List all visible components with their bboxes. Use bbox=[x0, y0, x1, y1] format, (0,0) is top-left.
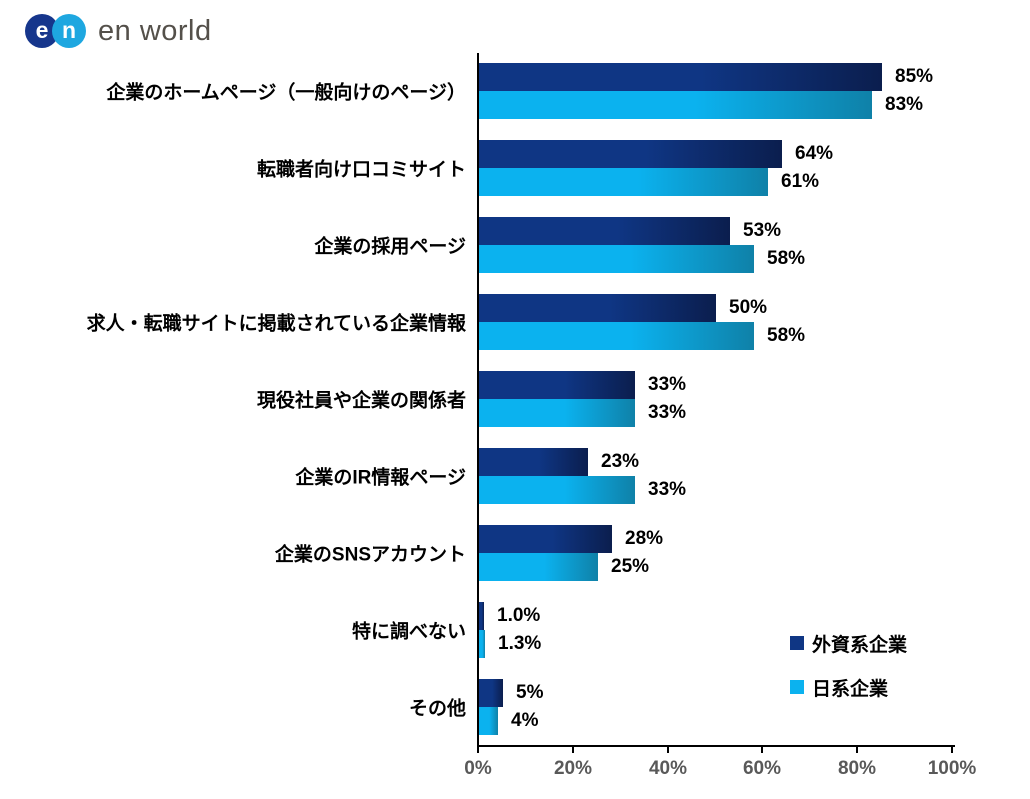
y-axis bbox=[477, 53, 479, 747]
value-label-foreign: 64% bbox=[795, 143, 834, 164]
value-label-japanese: 33% bbox=[648, 402, 687, 423]
bar-foreign-company bbox=[479, 371, 635, 399]
value-label-japanese: 4% bbox=[511, 710, 539, 731]
value-label-foreign: 5% bbox=[516, 682, 544, 703]
bar-japanese-company bbox=[479, 322, 754, 350]
bar-japanese-company bbox=[479, 476, 635, 504]
value-label-foreign: 85% bbox=[895, 66, 934, 87]
x-tick-mark bbox=[761, 747, 763, 753]
category-label: 企業のホームページ（一般向けのページ） bbox=[106, 82, 466, 104]
legend-label-japanese: 日系企業 bbox=[812, 678, 889, 700]
bar-foreign-company bbox=[479, 602, 484, 630]
bar-foreign-company bbox=[479, 140, 782, 168]
x-tick-label: 100% bbox=[927, 758, 977, 779]
value-label-foreign: 50% bbox=[729, 297, 768, 318]
value-label-japanese: 83% bbox=[885, 94, 924, 115]
x-tick-label: 40% bbox=[648, 758, 688, 779]
bar-foreign-company bbox=[479, 679, 503, 707]
value-label-japanese: 61% bbox=[781, 171, 820, 192]
x-tick-label: 20% bbox=[553, 758, 593, 779]
category-label: 企業の採用ページ bbox=[314, 236, 466, 258]
category-label: 企業のSNSアカウント bbox=[274, 544, 466, 566]
bar-foreign-company bbox=[479, 448, 588, 476]
bar-foreign-company bbox=[479, 525, 612, 553]
value-label-foreign: 53% bbox=[743, 220, 782, 241]
category-label: 転職者向け口コミサイト bbox=[256, 159, 466, 181]
bar-japanese-company bbox=[479, 91, 872, 119]
bar-foreign-company bbox=[479, 63, 882, 91]
x-tick-mark bbox=[856, 747, 858, 753]
x-tick-mark bbox=[572, 747, 574, 753]
bar-japanese-company bbox=[479, 707, 498, 735]
bar-foreign-company bbox=[479, 294, 716, 322]
x-tick-mark bbox=[667, 747, 669, 753]
category-label: 企業のIR情報ページ bbox=[295, 467, 466, 489]
bar-japanese-company bbox=[479, 168, 768, 196]
value-label-foreign: 23% bbox=[601, 451, 640, 472]
x-tick-mark bbox=[951, 747, 953, 753]
legend-swatch-foreign bbox=[790, 636, 804, 650]
legend-item-foreign: 外資系企業 bbox=[790, 632, 908, 656]
x-tick-label: 80% bbox=[837, 758, 877, 779]
bar-japanese-company bbox=[479, 245, 754, 273]
bar-japanese-company bbox=[479, 553, 598, 581]
category-label: 現役社員や企業の関係者 bbox=[256, 390, 466, 412]
x-tick-label: 0% bbox=[464, 758, 492, 779]
bar-japanese-company bbox=[479, 399, 635, 427]
bar-japanese-company bbox=[479, 630, 485, 658]
value-label-japanese: 58% bbox=[767, 325, 806, 346]
value-label-japanese: 25% bbox=[611, 556, 650, 577]
category-label: 特に調べない bbox=[351, 621, 466, 643]
legend-label-foreign: 外資系企業 bbox=[812, 634, 908, 656]
legend: 外資系企業 日系企業 bbox=[790, 632, 907, 720]
en-logo-badge-icon: e n bbox=[25, 13, 87, 49]
value-label-foreign: 33% bbox=[648, 374, 687, 395]
legend-item-japanese: 日系企業 bbox=[790, 676, 907, 700]
bar-foreign-company bbox=[479, 217, 730, 245]
logo-circle-n: n bbox=[52, 14, 86, 48]
value-label-japanese: 1.3% bbox=[498, 633, 542, 654]
logo-wordmark: en world bbox=[98, 14, 212, 47]
x-tick-label: 60% bbox=[742, 758, 782, 779]
value-label-foreign: 1.0% bbox=[497, 605, 541, 626]
category-label: 求人・転職サイトに掲載されている企業情報 bbox=[86, 313, 466, 335]
legend-swatch-japanese bbox=[790, 680, 804, 694]
value-label-japanese: 33% bbox=[648, 479, 687, 500]
x-tick-mark bbox=[477, 747, 479, 753]
value-label-japanese: 58% bbox=[767, 248, 806, 269]
x-axis bbox=[477, 745, 955, 747]
en-world-logo: e n en world bbox=[25, 12, 212, 50]
value-label-foreign: 28% bbox=[625, 528, 664, 549]
category-label: その他 bbox=[408, 698, 466, 720]
